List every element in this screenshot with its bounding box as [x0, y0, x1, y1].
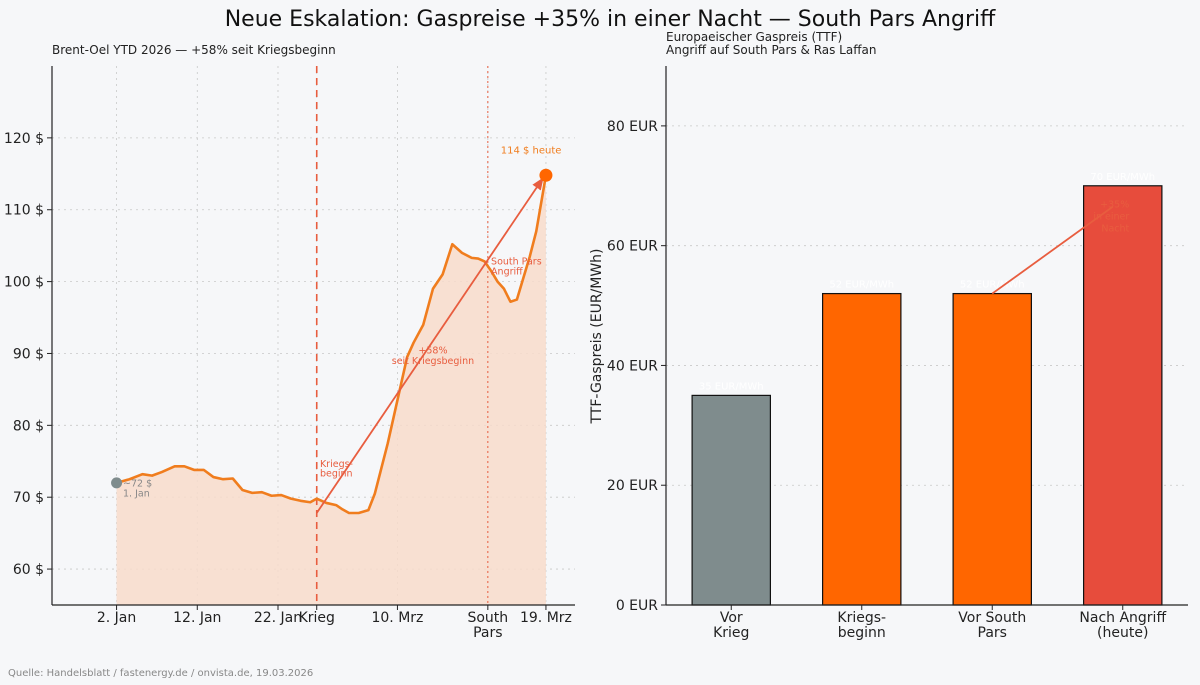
ttf-y-tick-label: 40 EUR [607, 358, 658, 374]
ttf-y-tick-label: 20 EUR [607, 478, 658, 494]
brent-y-tick-label: 120 $ [4, 131, 44, 147]
today-point [539, 168, 553, 182]
ttf-category-label: Pars [978, 625, 1007, 641]
ttf-plot-area: 35 EUR/MWh 52 EUR/MWh 52 EUR/MWh 70 EUR/MWh… [691, 172, 1163, 606]
brent-annotation: Angriff [491, 266, 523, 277]
brent-x-tick-label: South [467, 610, 508, 626]
brent-x-tick-label: Krieg [299, 610, 335, 626]
brent-annotation: ~72 $ [123, 478, 152, 489]
ttf-bar-chart: Europaeischer Gaspreis (TTF) Angriff auf… [589, 30, 1188, 641]
ttf-bar-value-label: 70 EUR/MWh [1090, 172, 1155, 183]
ttf-y-tick-label: 80 EUR [607, 119, 658, 135]
brent-y-tick-label: 100 $ [4, 275, 44, 291]
ttf-jump-arrow [991, 206, 1114, 295]
brent-annotation: +58% [418, 345, 447, 356]
ttf-jump-annotation: +35% [1100, 199, 1129, 210]
ttf-category-label: Kriegs- [837, 610, 886, 626]
brent-annotation: 1. Jan [123, 488, 150, 499]
ttf-chart-subtitle: Angriff auf South Pars & Ras Laffan [666, 43, 876, 57]
brent-annotation: Kriegs- [320, 459, 353, 470]
figure-title: Neue Eskalation: Gaspreise +35% in einer… [225, 7, 996, 32]
brent-y-tick-label: 70 $ [13, 490, 44, 506]
brent-x-tick-label: 22. Jan [254, 610, 302, 626]
brent-y-tick-label: 80 $ [13, 418, 44, 434]
brent-annotations: ~72 $1. Jan Kriegs-beginn +58%seit Kriegsb… [123, 146, 561, 500]
brent-line-chart: Brent-Oel YTD 2026 — +58% seit Kriegsbeg… [4, 43, 575, 641]
brent-annotation: South Pars [491, 256, 542, 267]
brent-chart-title: Brent-Oel YTD 2026 — +58% seit Kriegsbeg… [52, 43, 336, 57]
brent-x-tick-label-line2: Pars [473, 625, 502, 641]
brent-annotation: beginn [320, 468, 353, 479]
ttf-chart-title: Europaeischer Gaspreis (TTF) [666, 30, 842, 44]
increase-arrow [315, 177, 544, 514]
ttf-y-tick-label: 60 EUR [607, 239, 658, 255]
brent-axes: 60 $ 70 $ 80 $ 90 $ 100 $ 110 $ 120 $ 2. Jan 12.… [4, 66, 575, 641]
ttf-bar-value-label: 52 EUR/MWh [960, 280, 1025, 291]
brent-y-tick-label: 110 $ [4, 203, 44, 219]
brent-x-tick-label: 2. Jan [97, 610, 136, 626]
brent-area-fill [116, 175, 546, 605]
ttf-bar-value-label: 52 EUR/MWh [829, 280, 894, 291]
ttf-category-label: (heute) [1097, 625, 1148, 641]
brent-y-tick-label: 90 $ [13, 346, 44, 362]
ttf-jump-annotation: Nacht [1101, 223, 1129, 234]
ttf-category-label: Nach Angriff [1079, 610, 1166, 626]
ttf-category-label: Vor South [958, 610, 1026, 626]
brent-price-line [116, 175, 548, 515]
ttf-bar [821, 292, 902, 606]
ttf-bar [952, 292, 1032, 606]
ttf-category-label: Krieg [713, 625, 749, 641]
brent-annotation: 114 $ heute [501, 146, 562, 157]
ttf-category-label: beginn [838, 625, 886, 641]
start-point [111, 477, 123, 489]
ttf-jump-annotation: in einer [1093, 211, 1129, 222]
brent-annotation: seit Kriegsbeginn [392, 356, 474, 367]
brent-y-tick-label: 60 $ [13, 562, 44, 578]
ttf-bar-value-label: 35 EUR/MWh [699, 381, 764, 392]
ttf-bar [691, 394, 771, 606]
ttf-category-label: Vor [720, 610, 743, 626]
source-note: Quelle: Handelsblatt / fastenergy.de / o… [8, 668, 313, 679]
brent-x-tick-label: 19. Mrz [520, 610, 572, 626]
brent-x-tick-label: 12. Jan [173, 610, 221, 626]
brent-x-tick-label: 10. Mrz [371, 610, 423, 626]
ttf-y-axis-label: TTF-Gaspreis (EUR/MWh) [589, 248, 605, 424]
ttf-bar [1082, 185, 1163, 606]
brent-plot-area [111, 66, 553, 605]
ttf-y-tick-label: 0 EUR [616, 598, 658, 614]
